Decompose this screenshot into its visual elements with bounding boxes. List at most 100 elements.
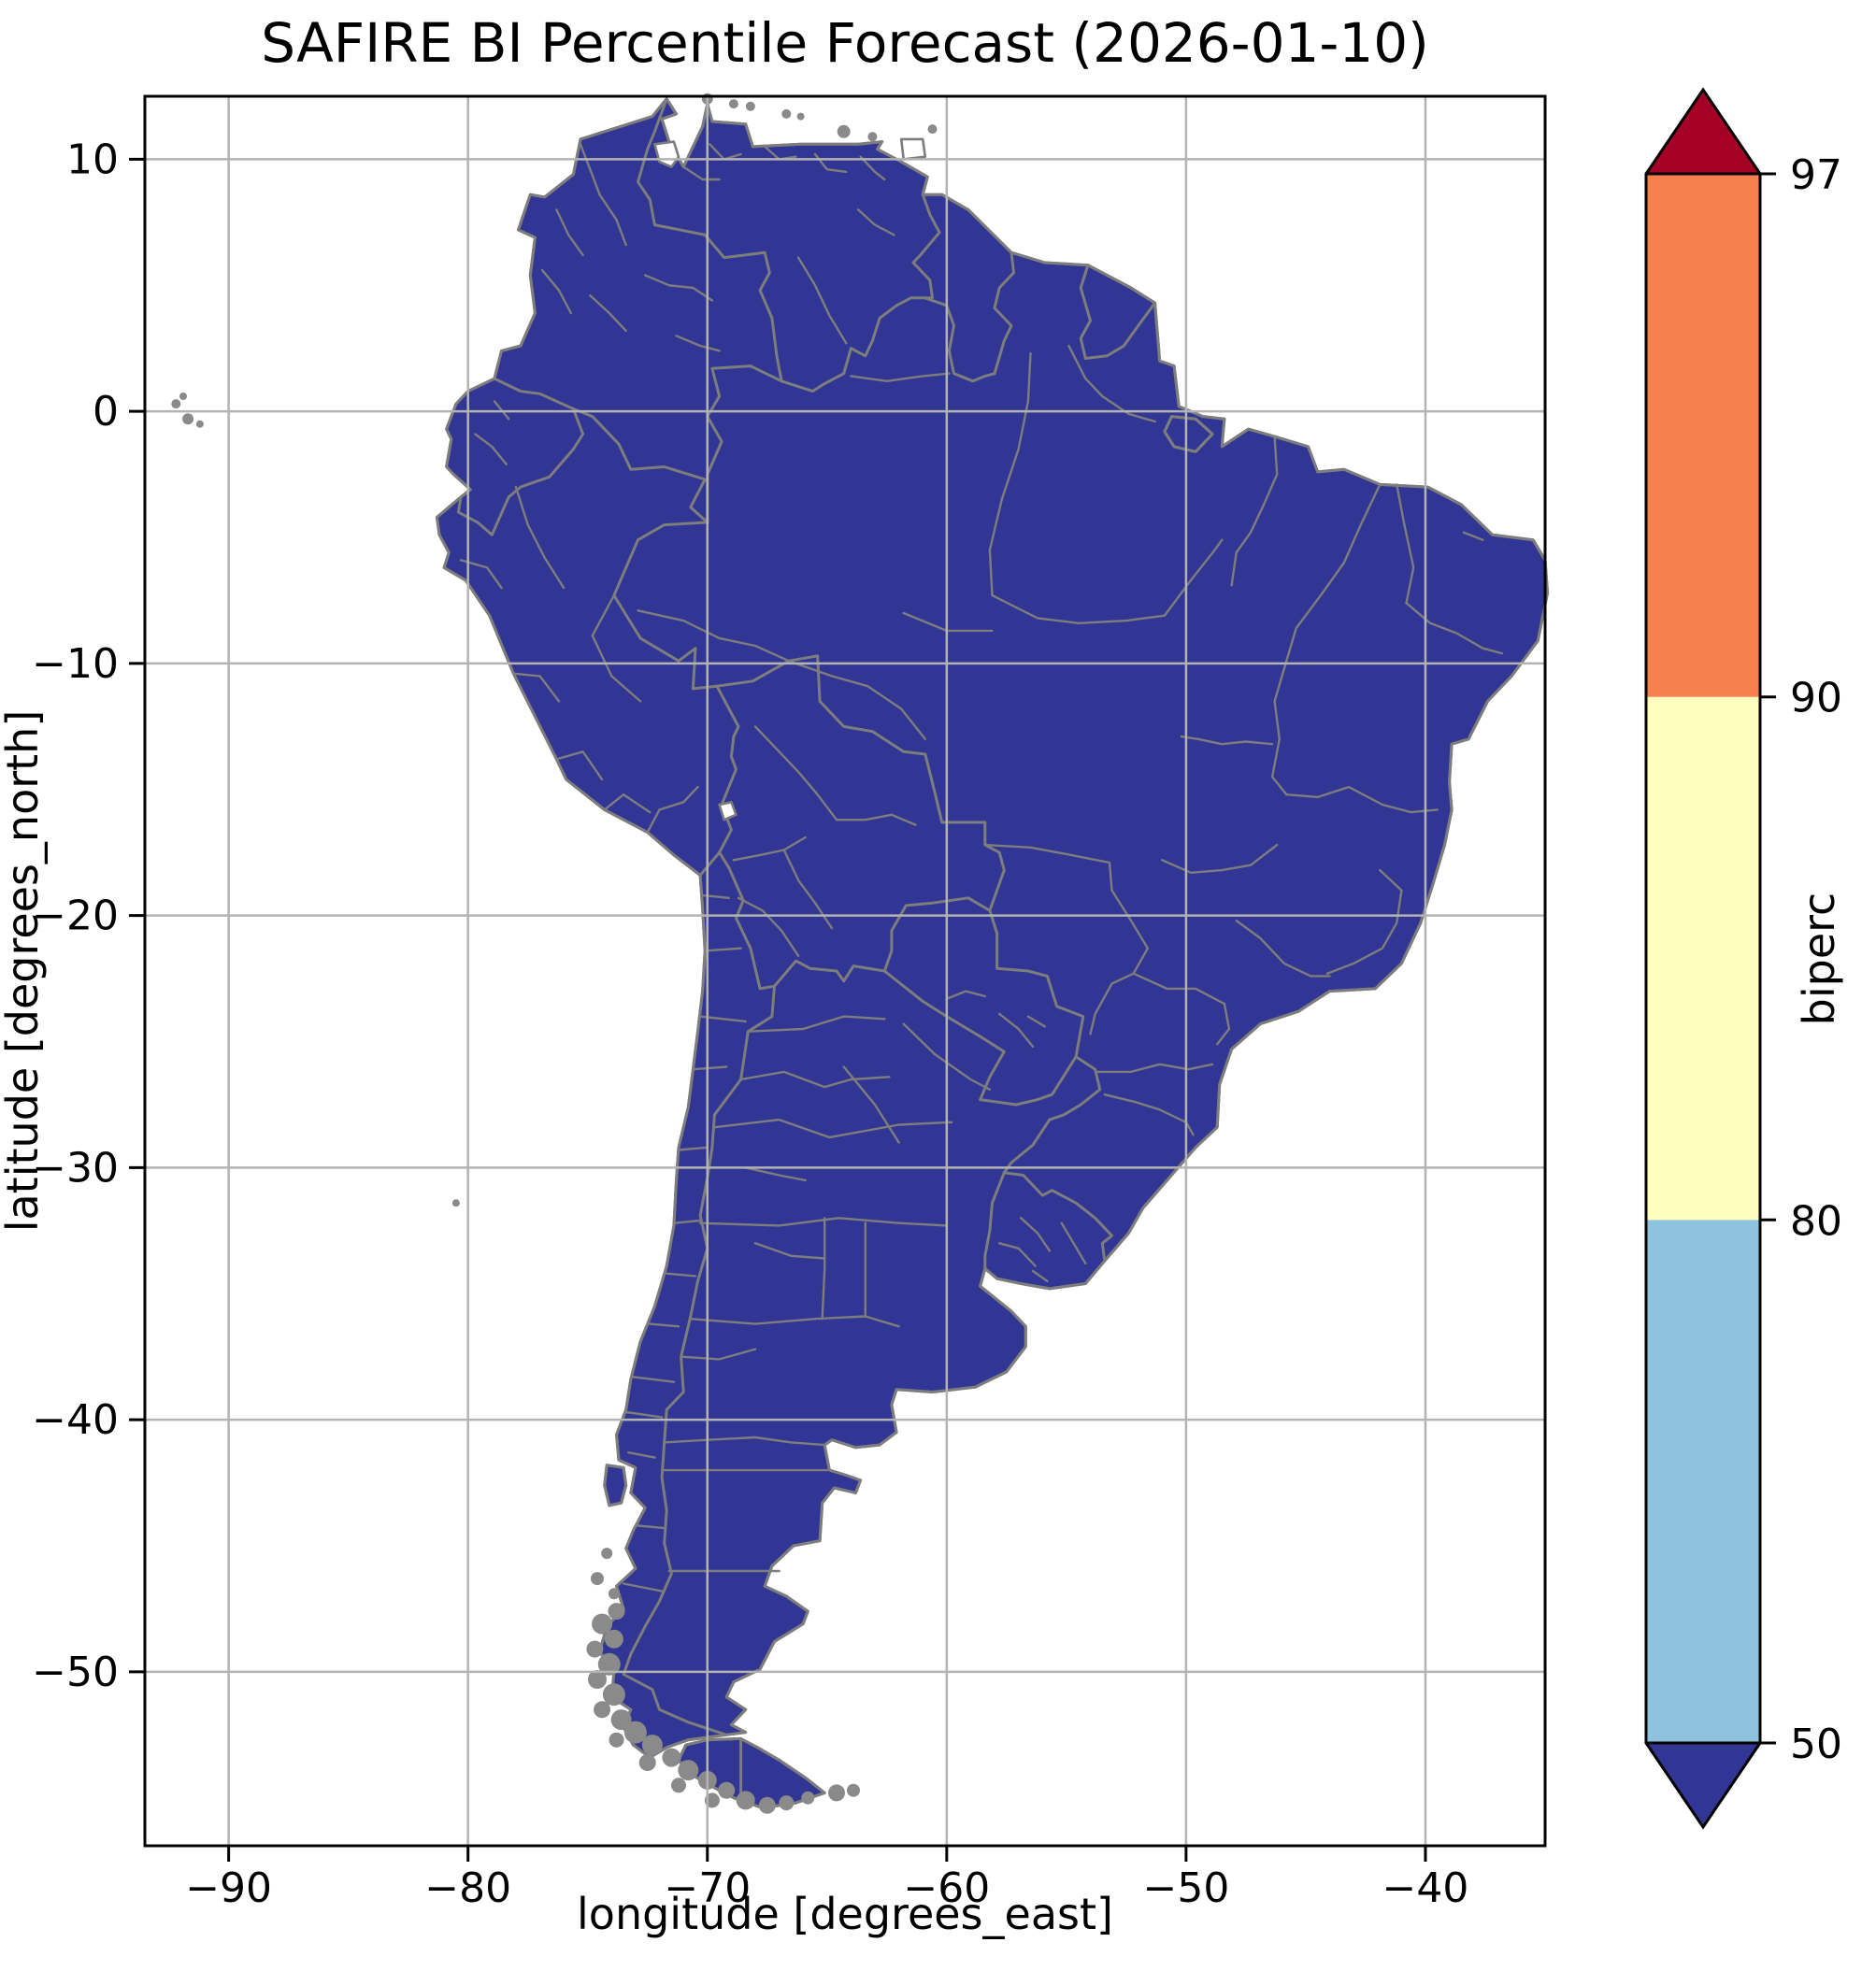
state-border [998,1242,1037,1267]
country-border [718,850,776,991]
state-border [1161,843,1279,874]
state-border [627,1451,656,1459]
islet [623,1721,647,1744]
coastline [603,1464,628,1507]
state-border [493,400,510,421]
colorbar-tick-label: 50 [1790,1721,1842,1768]
nodata-shape [718,801,738,821]
state-border [555,750,604,781]
islet [591,1572,604,1586]
state-border [663,1435,826,1447]
state-border [644,274,714,302]
state-border [1325,868,1403,975]
plot-frame [143,94,1547,1848]
islet [608,1588,620,1600]
state-border [677,1146,709,1151]
state-border [649,1322,680,1328]
state-border [739,1070,891,1089]
x-tick-label: −90 [185,1864,272,1912]
colorbar-tick-label: 97 [1790,151,1842,199]
islet [867,132,878,142]
colorbar-label: biperc [1794,893,1844,1026]
raster-cell-b50_80 [1162,1193,1186,1233]
islet [837,124,851,138]
state-border [988,351,1032,597]
state-border [945,990,986,1000]
colorbar: 97 90 80 50 [1644,87,1842,1830]
y-tick-label: −10 [32,640,119,688]
state-border [1396,483,1415,605]
country-border [715,654,1006,912]
islet [179,393,187,400]
raster-cell-gt97 [861,1450,875,1465]
y-tick-label: −40 [32,1396,119,1444]
state-border [859,155,886,181]
islet [781,108,792,119]
y-tick-label: −20 [32,893,119,940]
state-border [459,559,503,590]
grid-layer [145,96,1545,1846]
state-border [624,1410,664,1419]
state-border [1235,919,1331,978]
islet [601,1548,613,1560]
state-border [1405,602,1504,655]
plot-frame-group [143,94,1547,1848]
coastline [1163,415,1214,453]
islet [182,413,194,425]
state-border [514,485,566,590]
state-border [998,1012,1035,1049]
colorbar-under-arrow [1646,1743,1760,1827]
state-border [713,1118,953,1139]
country-border [924,296,996,383]
islet [678,1760,699,1781]
state-border [474,433,508,465]
colorbar-tick-label: 80 [1790,1197,1842,1245]
islet [592,1613,613,1635]
state-border [540,268,572,315]
state-border [632,1376,676,1383]
country-border [780,296,927,393]
state-border [1103,1093,1195,1136]
islet [597,1652,621,1676]
islet [638,1754,656,1771]
islet [718,1781,736,1799]
state-border [512,672,561,703]
country-border [1083,301,1157,360]
state-border [682,165,721,181]
state-border [1060,1221,1087,1265]
islet [745,101,755,111]
islet [610,1709,632,1731]
state-border [555,208,584,257]
country-border [1002,1171,1113,1263]
state-border [598,193,627,247]
state-border [983,843,1113,892]
state-border [732,836,807,862]
raster-cell-b50_80 [1368,999,1393,1017]
state-border [1031,1269,1049,1282]
country-border [988,908,1085,1059]
islet [171,399,181,409]
country-border [706,364,783,524]
raster-cell-b90_97 [851,1455,875,1473]
islet [758,1796,776,1814]
islet [588,1670,607,1689]
state-border [1230,435,1279,587]
colorbar-segment [1646,174,1760,697]
mainland [435,97,1550,1760]
state-border [1282,483,1382,670]
islet [451,1199,460,1207]
country-border [882,969,1078,1107]
state-border [666,1272,697,1278]
state-border [689,1315,900,1328]
country-border [493,377,575,410]
state-border [698,1217,948,1227]
state-border [1026,1015,1046,1028]
country-border [773,959,886,988]
colorbar-segment [1646,696,1760,1221]
raster-cell-b50_80 [993,1377,1028,1402]
islet [847,1783,860,1797]
axis-ticks-layer: −90 −80 −70 −60 −50 −40 10 0 −10 −20 −30 −40 −50 [32,136,1468,1912]
state-border [1067,344,1156,423]
nodata-layer [653,137,927,821]
state-border [1270,667,1288,796]
